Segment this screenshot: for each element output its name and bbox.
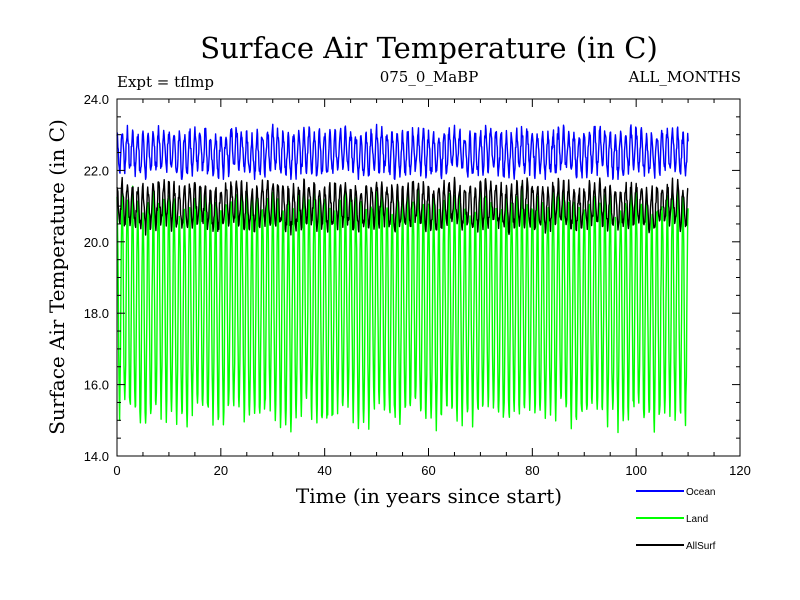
legend: Ocean Land AllSurf xyxy=(636,487,716,552)
y-tick-label: 22.0 xyxy=(84,163,109,178)
plot-frame xyxy=(116,98,741,457)
y-tick-label: 16.0 xyxy=(84,378,109,393)
series-layer xyxy=(116,123,689,434)
experiment-label: Expt = tflmp xyxy=(117,73,214,91)
chart-title: Surface Air Temperature (in C) xyxy=(200,31,658,65)
x-tick-label: 40 xyxy=(317,463,331,478)
y-tick-label: 18.0 xyxy=(84,306,109,321)
x-tick-label: 60 xyxy=(421,463,435,478)
y-tick-label: 24.0 xyxy=(84,92,109,107)
period-label: 075_0_MaBP xyxy=(380,68,479,86)
y-tick-label: 14.0 xyxy=(84,449,109,464)
series-line-ocean xyxy=(116,123,689,180)
legend-label-allsurf: AllSurf xyxy=(686,541,716,552)
x-axis-label: Time (in years since start) xyxy=(296,484,562,508)
series-line-allsurf xyxy=(116,176,689,236)
x-tick-label: 20 xyxy=(214,463,228,478)
legend-label-ocean: Ocean xyxy=(686,487,715,498)
x-tick-label: 100 xyxy=(625,463,647,478)
y-axis-label: Surface Air Temperature (in C) xyxy=(45,119,69,435)
axis-layer: 0 20 40 60 80 100 120 14.0 16.0 18.0 20.0 22.0 24.0 xyxy=(84,92,751,478)
x-tick-label: 0 xyxy=(113,463,120,478)
x-tick-label: 80 xyxy=(525,463,539,478)
months-label: ALL_MONTHS xyxy=(628,68,741,86)
x-tick-label: 120 xyxy=(729,463,751,478)
legend-label-land: Land xyxy=(686,514,708,525)
y-tick-label: 20.0 xyxy=(84,235,109,250)
